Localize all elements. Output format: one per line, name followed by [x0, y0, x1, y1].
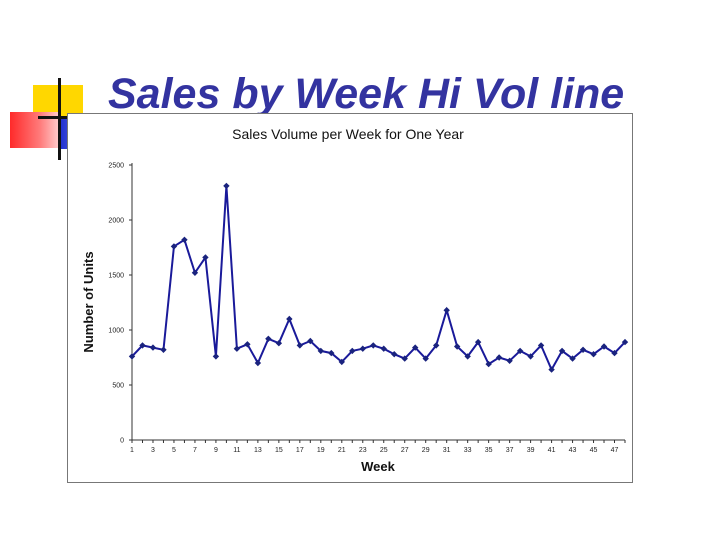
data-point	[380, 345, 387, 352]
decor-vertical-line	[58, 78, 61, 160]
slide-title: Sales by Week Hi Vol line	[108, 70, 625, 118]
x-tick-label: 41	[548, 447, 556, 454]
data-point	[600, 343, 608, 350]
y-tick-label: 1500	[108, 273, 124, 280]
data-point	[139, 342, 146, 349]
x-tick-label: 13	[254, 447, 262, 454]
y-tick-label: 2500	[108, 163, 124, 170]
data-point	[611, 349, 618, 357]
decor-horizontal-line	[38, 116, 94, 119]
data-point	[464, 353, 471, 360]
chart-frame: Sales Volume per Week for One Year Numbe…	[67, 113, 633, 483]
y-tick-label: 1000	[108, 328, 124, 335]
y-tick-label: 2000	[108, 218, 124, 225]
series-line	[131, 185, 626, 372]
x-tick-label: 11	[233, 447, 240, 454]
x-tick-label: 7	[193, 447, 197, 454]
x-tick-label: 35	[485, 447, 493, 454]
data-point	[432, 342, 440, 349]
data-point	[307, 337, 314, 345]
data-point	[212, 353, 220, 360]
data-point	[338, 358, 345, 366]
x-tick-label: 15	[275, 447, 283, 454]
x-axis-title: Week	[361, 459, 395, 474]
data-point	[412, 344, 419, 351]
x-tick-label: 21	[338, 447, 346, 454]
data-point	[621, 338, 629, 346]
y-tick-label: 500	[112, 383, 124, 390]
x-tick-label: 43	[569, 447, 577, 454]
x-tick-label: 23	[359, 447, 367, 454]
data-point	[359, 345, 366, 352]
data-point	[537, 342, 545, 349]
data-point	[579, 346, 587, 353]
data-point	[453, 343, 461, 350]
data-point	[370, 342, 377, 349]
data-point	[495, 354, 503, 361]
data-point	[265, 335, 272, 342]
data-point	[474, 338, 482, 346]
data-point	[443, 307, 450, 314]
y-tick-label: 0	[120, 438, 124, 445]
data-point	[349, 347, 356, 355]
data-point	[223, 182, 230, 190]
data-point	[548, 366, 555, 373]
data-point	[590, 351, 597, 358]
x-tick-label: 1	[130, 447, 134, 454]
line-chart: Sales Volume per Week for One Year Numbe…	[81, 126, 629, 474]
data-point	[485, 360, 492, 368]
data-point	[569, 355, 576, 362]
x-tick-label: 9	[214, 447, 218, 454]
x-tick-label: 45	[590, 447, 598, 454]
x-tick-label: 31	[443, 447, 451, 454]
x-tick-label: 33	[464, 447, 472, 454]
x-tick-label: 37	[506, 447, 514, 454]
y-axis-title: Number of Units	[81, 251, 96, 352]
data-point	[391, 351, 398, 358]
x-tick-label: 19	[317, 447, 325, 454]
x-tick-label: 5	[172, 447, 176, 454]
x-tick-label: 39	[527, 447, 535, 454]
data-point	[506, 357, 513, 364]
x-tick-label: 17	[296, 447, 304, 454]
data-point	[181, 236, 188, 243]
data-point	[286, 315, 293, 323]
data-point	[170, 243, 178, 250]
x-tick-label: 27	[401, 447, 409, 454]
x-tick-label: 47	[611, 447, 619, 454]
data-point	[202, 254, 209, 261]
data-point	[149, 344, 157, 351]
data-point	[233, 345, 241, 352]
x-tick-label: 3	[151, 447, 155, 454]
data-point	[328, 349, 335, 357]
data-point	[401, 355, 408, 362]
data-point	[191, 269, 199, 276]
x-tick-label: 29	[422, 447, 430, 454]
data-point	[244, 341, 251, 348]
data-point	[296, 342, 304, 349]
data-point	[160, 346, 167, 353]
data-point	[558, 347, 566, 355]
data-point	[254, 359, 262, 367]
data-point	[275, 340, 283, 347]
data-point	[422, 355, 429, 362]
data-point	[317, 347, 325, 355]
chart-title: Sales Volume per Week for One Year	[232, 126, 464, 142]
x-tick-label: 25	[380, 447, 388, 454]
